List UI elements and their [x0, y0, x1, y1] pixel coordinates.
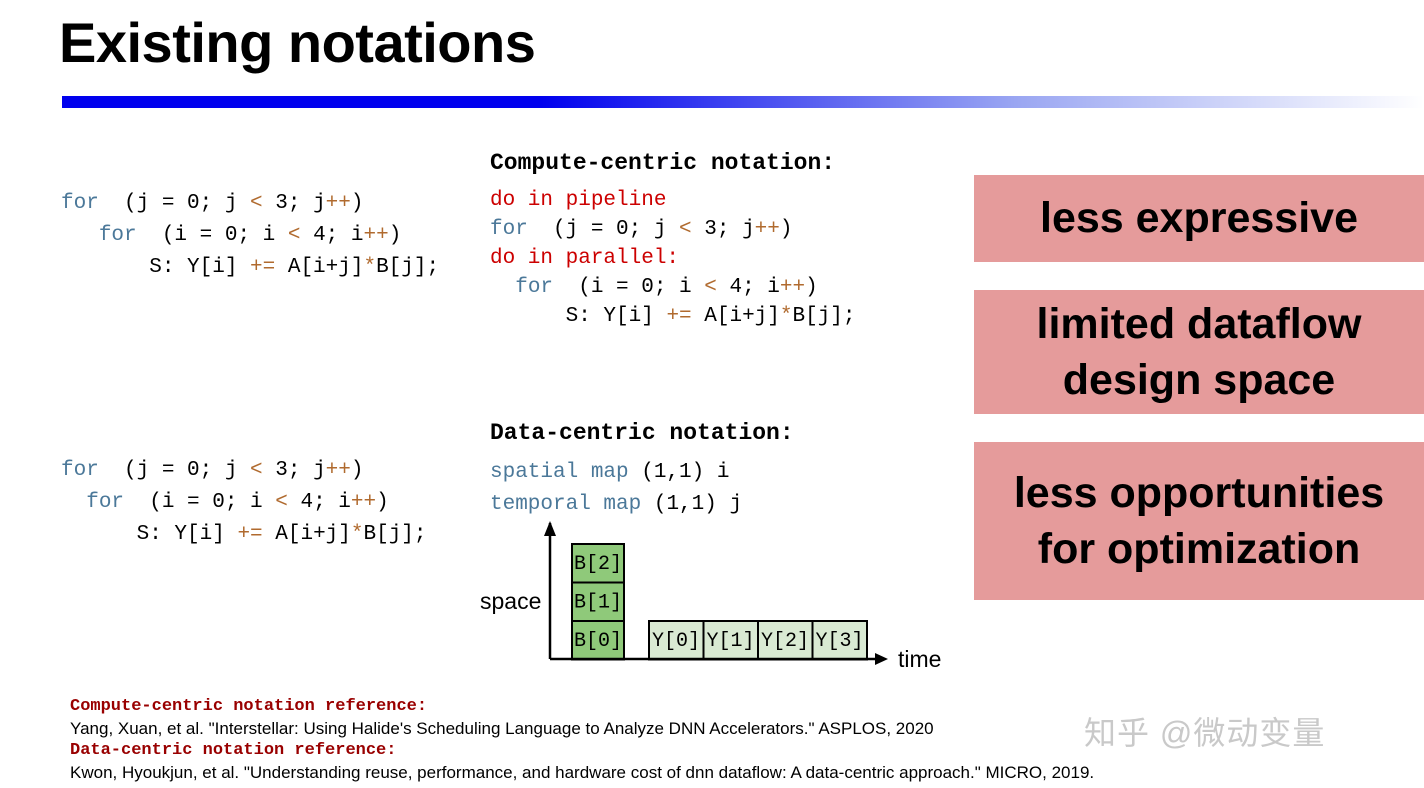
svg-text:space: space: [480, 588, 541, 614]
svg-text:Y[2]: Y[2]: [761, 630, 809, 653]
svg-text:time: time: [898, 646, 941, 671]
svg-text:Y[0]: Y[0]: [652, 630, 700, 653]
svg-text:B[1]: B[1]: [574, 592, 622, 615]
svg-text:Y[1]: Y[1]: [706, 630, 754, 653]
svg-text:Y[3]: Y[3]: [815, 630, 863, 653]
svg-text:B[0]: B[0]: [574, 630, 622, 653]
svg-text:B[2]: B[2]: [574, 553, 622, 576]
